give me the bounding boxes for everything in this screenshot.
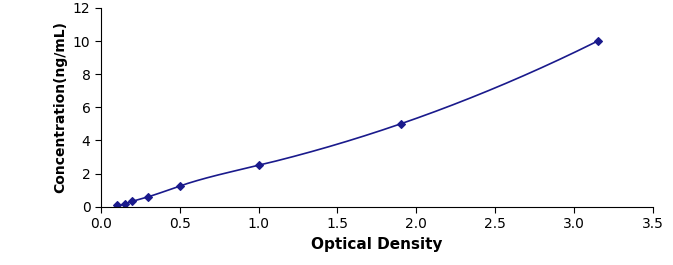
- Y-axis label: Concentration(ng/mL): Concentration(ng/mL): [53, 21, 67, 193]
- X-axis label: Optical Density: Optical Density: [311, 237, 443, 252]
